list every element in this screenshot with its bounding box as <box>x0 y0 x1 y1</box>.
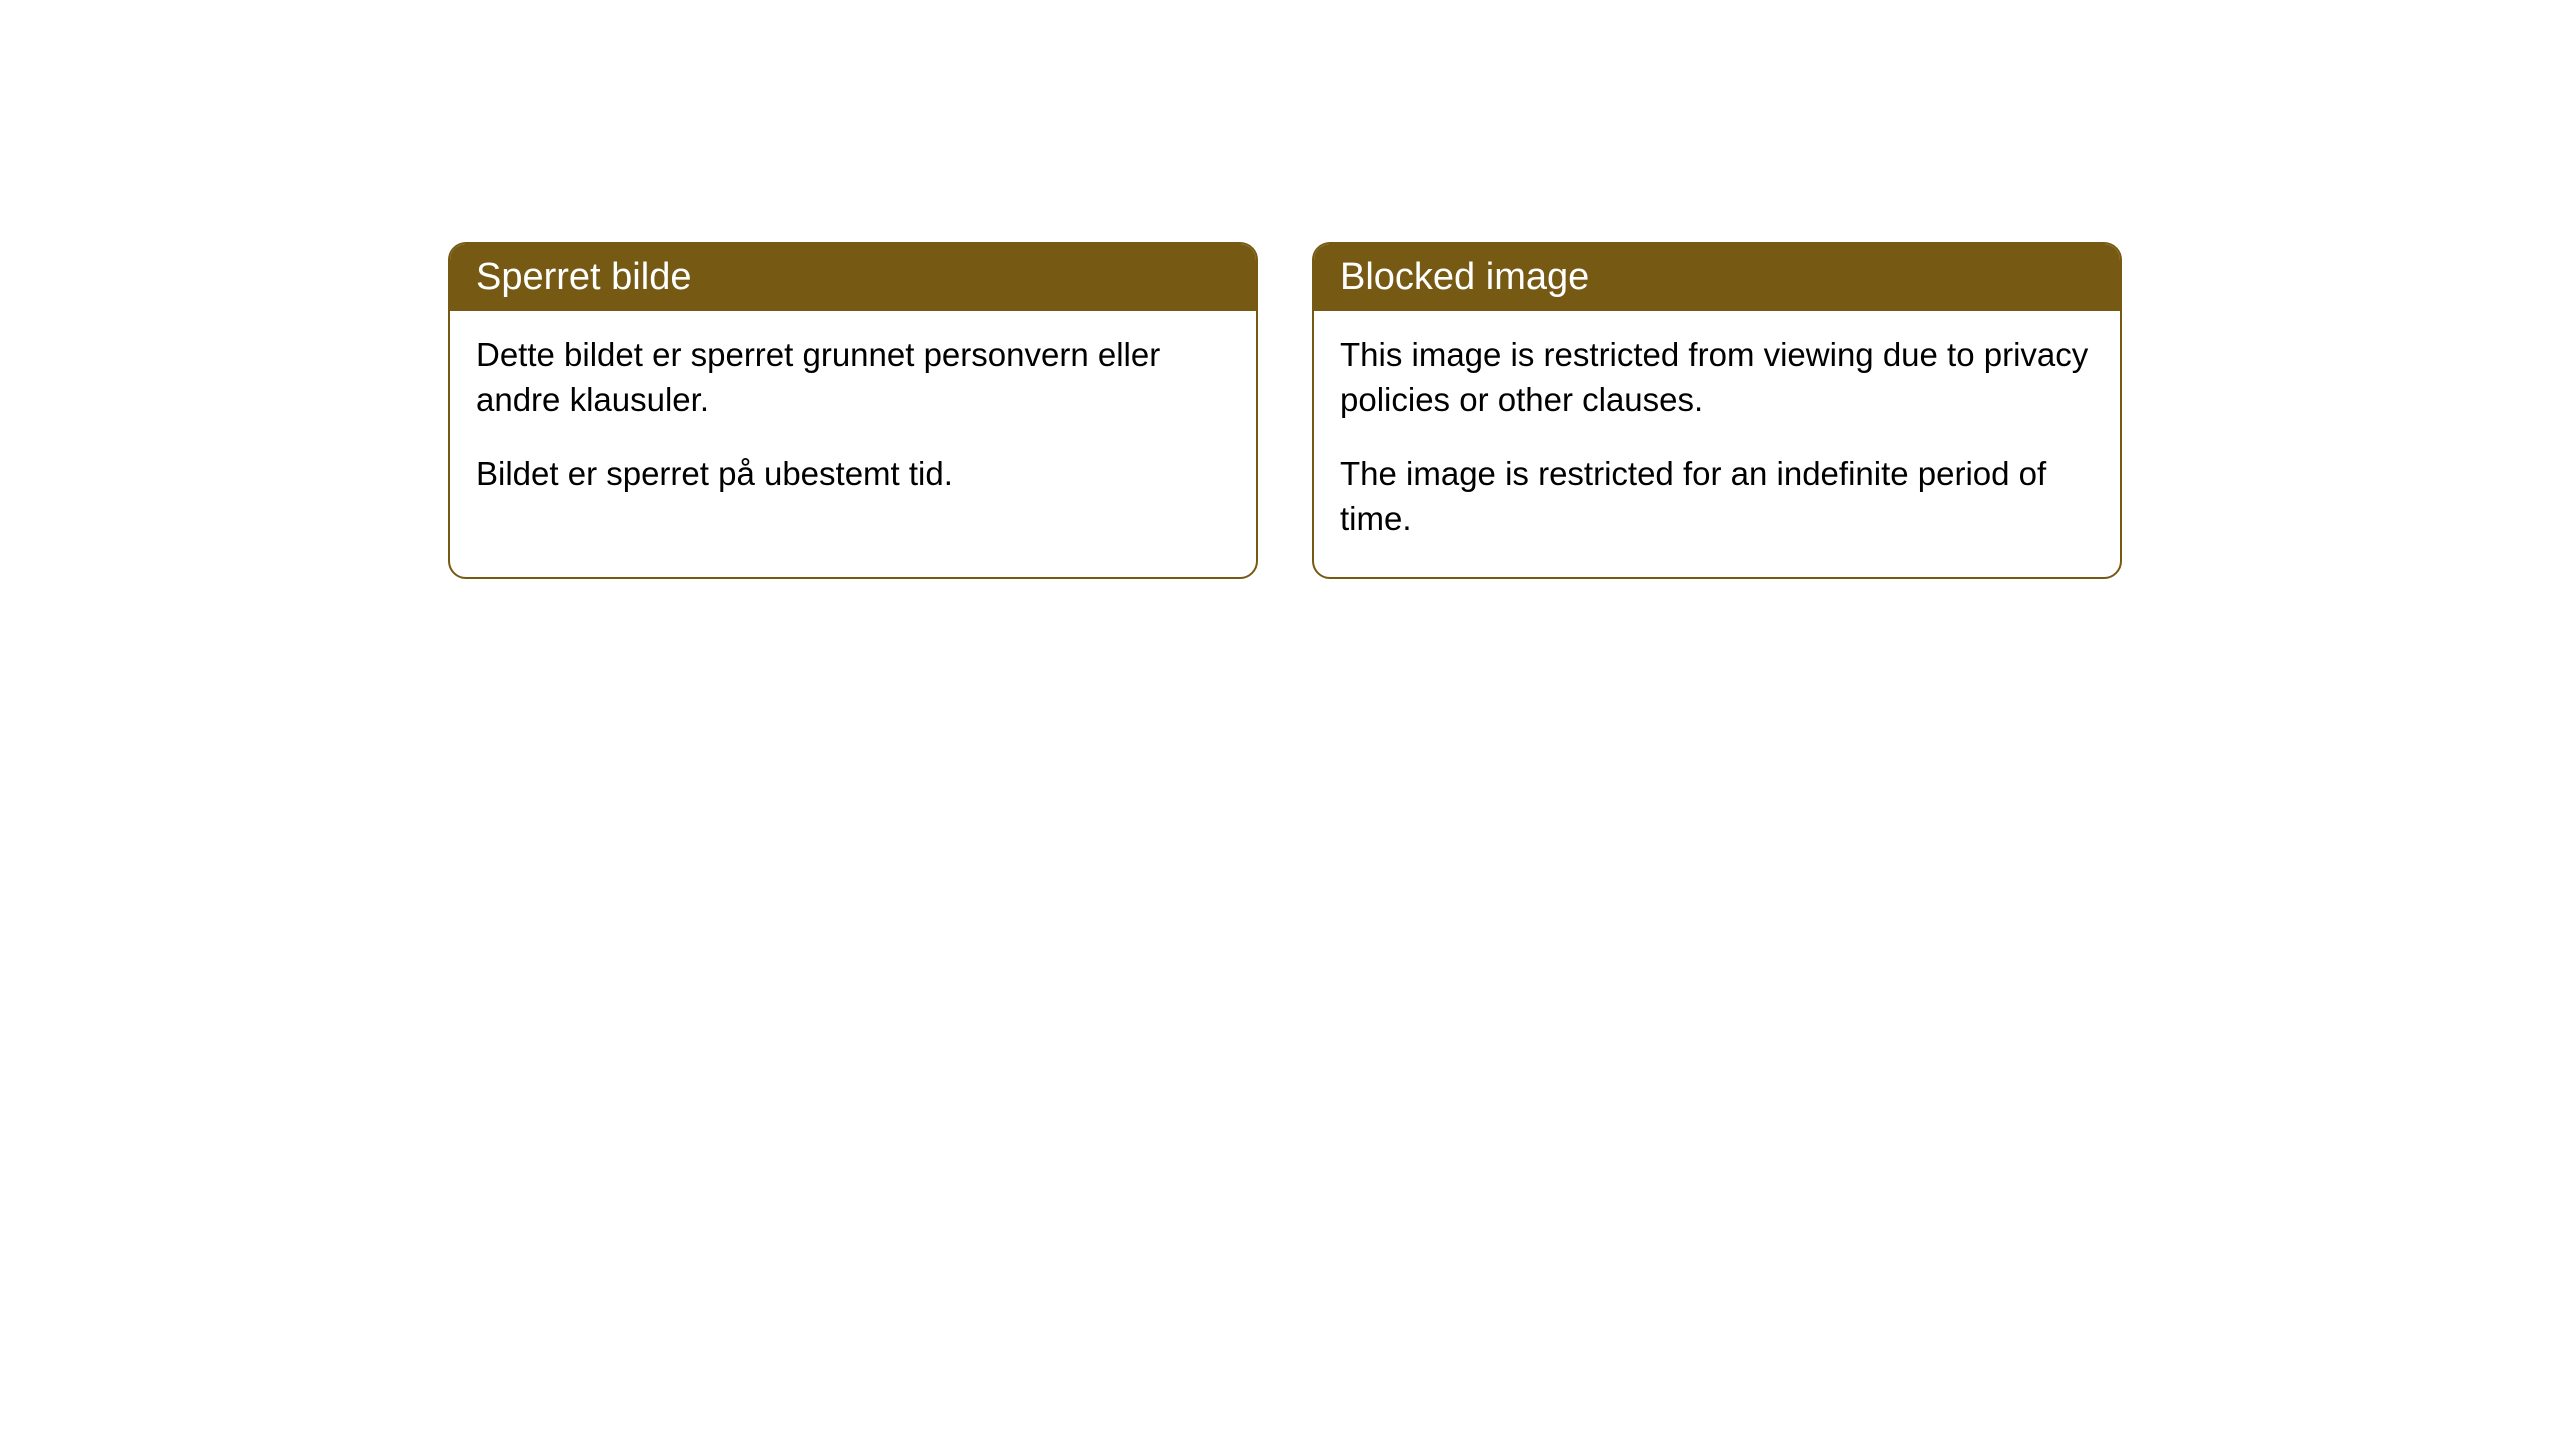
card-paragraph-2: Bildet er sperret på ubestemt tid. <box>476 452 1230 497</box>
card-paragraph-1: Dette bildet er sperret grunnet personve… <box>476 333 1230 422</box>
card-title: Sperret bilde <box>476 256 691 298</box>
card-header: Blocked image <box>1314 244 2120 311</box>
card-paragraph-2: The image is restricted for an indefinit… <box>1340 452 2094 541</box>
cards-container: Sperret bilde Dette bildet er sperret gr… <box>448 242 2122 579</box>
card-body: This image is restricted from viewing du… <box>1314 311 2120 577</box>
card-body: Dette bildet er sperret grunnet personve… <box>450 311 1256 551</box>
card-title: Blocked image <box>1340 256 1589 298</box>
card-blocked-image-en: Blocked image This image is restricted f… <box>1312 242 2122 579</box>
card-header: Sperret bilde <box>450 244 1256 311</box>
card-blocked-image-no: Sperret bilde Dette bildet er sperret gr… <box>448 242 1258 579</box>
card-paragraph-1: This image is restricted from viewing du… <box>1340 333 2094 422</box>
